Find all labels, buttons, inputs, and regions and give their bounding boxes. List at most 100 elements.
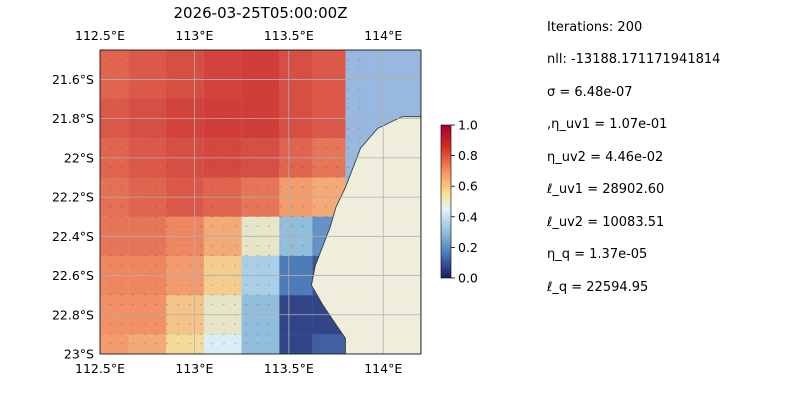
velocity-arrow <box>335 107 339 110</box>
velocity-arrow <box>290 304 293 306</box>
velocity-arrow <box>267 323 271 325</box>
velocity-arrow <box>222 58 225 61</box>
velocity-arrow <box>143 166 146 168</box>
velocity-arrow <box>166 215 169 217</box>
velocity-arrow <box>188 255 191 257</box>
velocity-arrow <box>143 284 146 286</box>
velocity-arrow <box>358 98 361 100</box>
velocity-arrow <box>256 107 259 110</box>
velocity-arrow <box>109 176 112 178</box>
velocity-arrow <box>188 186 191 188</box>
velocity-arrow <box>109 284 112 286</box>
velocity-arrow <box>290 225 293 227</box>
velocity-arrow <box>347 58 350 61</box>
velocity-arrow <box>120 294 123 296</box>
velocity-arrow <box>211 304 214 306</box>
velocity-arrow <box>301 343 305 345</box>
velocity-arrow <box>290 166 293 168</box>
velocity-arrow <box>290 127 293 129</box>
velocity-arrow <box>143 98 146 100</box>
velocity-arrow <box>347 137 350 139</box>
colorbar-tick-label: 1.0 <box>458 118 478 133</box>
velocity-arrow <box>154 333 157 335</box>
velocity-arrow <box>188 245 191 247</box>
velocity-arrow <box>256 343 259 345</box>
velocity-arrow <box>109 323 112 325</box>
field-cell <box>166 334 204 354</box>
velocity-arrow <box>143 68 146 70</box>
velocity-arrow <box>177 225 180 227</box>
velocity-arrow <box>222 343 225 345</box>
velocity-arrow <box>324 68 327 70</box>
velocity-arrow <box>245 107 248 110</box>
velocity-arrow <box>132 323 135 325</box>
velocity-arrow <box>233 264 237 267</box>
velocity-arrow <box>267 206 271 208</box>
velocity-arrow <box>109 147 112 149</box>
velocity-arrow <box>211 333 214 335</box>
velocity-arrow <box>301 137 305 139</box>
velocity-arrow <box>279 255 282 257</box>
velocity-arrow <box>279 68 282 70</box>
velocity-arrow <box>199 186 203 188</box>
velocity-arrow <box>109 294 112 296</box>
velocity-arrow <box>233 98 237 100</box>
velocity-arrow <box>211 206 214 208</box>
velocity-arrow <box>109 333 112 335</box>
velocity-arrow <box>154 304 157 306</box>
stat-iterations: Iterations: 200 <box>547 20 643 35</box>
velocity-arrow <box>301 88 305 90</box>
velocity-arrow <box>109 137 112 139</box>
velocity-arrow <box>109 58 112 61</box>
velocity-arrow <box>120 186 123 188</box>
velocity-arrow <box>199 294 203 296</box>
velocity-arrow <box>233 107 237 110</box>
velocity-arrow <box>233 323 237 325</box>
velocity-arrow <box>233 166 237 168</box>
velocity-arrow <box>358 107 361 110</box>
stat-eta-q: η_q = 1.37e-05 <box>547 247 648 262</box>
velocity-arrow <box>177 186 180 188</box>
velocity-arrow <box>132 215 135 217</box>
velocity-arrow <box>211 245 214 247</box>
velocity-arrow <box>233 58 237 61</box>
velocity-arrow <box>335 176 339 178</box>
velocity-arrow <box>233 137 237 139</box>
velocity-arrow <box>154 147 157 149</box>
velocity-arrow <box>279 225 282 227</box>
velocity-arrow <box>335 127 339 129</box>
velocity-arrow <box>211 127 214 129</box>
velocity-arrow <box>188 98 191 100</box>
velocity-arrow <box>301 215 305 217</box>
velocity-arrow <box>290 68 293 70</box>
velocity-arrow <box>245 137 248 139</box>
velocity-arrow <box>211 225 214 227</box>
velocity-arrow <box>313 343 316 345</box>
lat-tick-label: 21.6°S <box>52 72 94 87</box>
velocity-arrow <box>279 147 282 149</box>
velocity-arrow <box>120 255 123 257</box>
velocity-arrow <box>301 225 305 227</box>
velocity-arrow <box>211 107 214 110</box>
velocity-arrow <box>120 127 123 129</box>
velocity-arrow <box>154 186 157 188</box>
velocity-arrow <box>143 186 146 188</box>
velocity-arrow <box>132 245 135 247</box>
velocity-arrow <box>358 137 361 139</box>
velocity-arrow <box>313 333 316 335</box>
velocity-arrow <box>222 127 225 129</box>
velocity-arrow <box>256 137 259 139</box>
velocity-arrow <box>222 264 225 267</box>
velocity-arrow <box>290 137 293 139</box>
velocity-arrow <box>222 333 225 335</box>
velocity-arrow <box>290 294 293 296</box>
velocity-arrow <box>222 304 225 306</box>
velocity-arrow <box>245 166 248 168</box>
velocity-arrow <box>211 186 214 188</box>
velocity-arrow <box>166 107 169 110</box>
velocity-arrow <box>199 343 203 345</box>
velocity-arrow <box>301 284 305 286</box>
velocity-arrow <box>245 245 248 247</box>
velocity-arrow <box>177 88 180 90</box>
